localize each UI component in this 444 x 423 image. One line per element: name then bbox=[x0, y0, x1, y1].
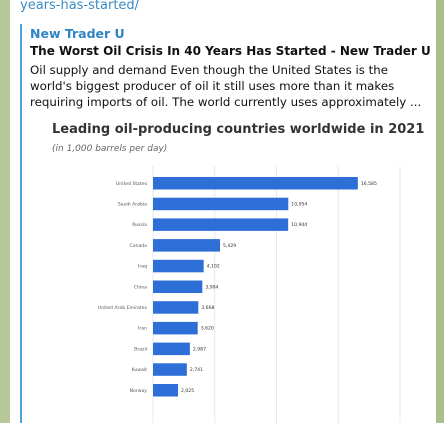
value-label: 3,994 bbox=[205, 284, 218, 290]
value-label: 2,741 bbox=[190, 367, 203, 373]
category-label: China bbox=[134, 284, 147, 290]
value-label: 3,668 bbox=[201, 305, 214, 311]
value-label: 10,954 bbox=[291, 201, 307, 207]
category-label: Iraq bbox=[138, 264, 147, 270]
category-label: Norway bbox=[130, 388, 148, 394]
bar bbox=[153, 342, 190, 356]
preview-site-name: New Trader U bbox=[30, 26, 125, 41]
bar bbox=[153, 384, 179, 397]
message-bubble: years-has-started/ New Trader U The Wors… bbox=[10, 0, 436, 423]
category-label: Kuwait bbox=[132, 367, 148, 373]
value-label: 16,585 bbox=[361, 181, 377, 187]
chat-background-right bbox=[436, 0, 444, 423]
value-label: 2,987 bbox=[193, 346, 206, 352]
value-label: 3,620 bbox=[201, 326, 214, 332]
category-label: Saudi Arabia bbox=[118, 201, 147, 207]
bar bbox=[153, 301, 199, 314]
bar bbox=[153, 363, 187, 376]
chat-background-left bbox=[0, 0, 10, 423]
value-label: 4,102 bbox=[207, 264, 220, 270]
bar bbox=[153, 280, 203, 293]
category-label: Brazil bbox=[134, 346, 147, 352]
category-label: United States bbox=[116, 181, 148, 187]
category-label: Canada bbox=[130, 243, 148, 249]
category-label: Russia bbox=[132, 222, 147, 228]
bar bbox=[153, 197, 289, 211]
message-link-text[interactable]: years-has-started/ bbox=[20, 0, 140, 13]
bar bbox=[153, 259, 204, 273]
bar bbox=[153, 239, 221, 252]
bar bbox=[153, 177, 358, 190]
category-label: United Arab Emirates bbox=[98, 305, 148, 311]
link-preview[interactable]: New Trader U The Worst Oil Crisis In 40 … bbox=[20, 24, 431, 423]
bar bbox=[153, 218, 289, 231]
category-label: Iran bbox=[138, 326, 147, 332]
chart-subtitle: (in 1,000 barrels per day) bbox=[52, 144, 168, 154]
bar-chart: United States 16,585 Saudi Arabia 10,954 Rus… bbox=[98, 166, 401, 423]
preview-title: The Worst Oil Crisis In 40 Years Has Sta… bbox=[30, 44, 431, 58]
preview-image-chart[interactable]: Leading oil-producing countries worldwid… bbox=[40, 116, 424, 423]
value-label: 2,025 bbox=[181, 388, 194, 394]
value-label: 10,944 bbox=[291, 222, 307, 228]
chart-title: Leading oil-producing countries worldwid… bbox=[52, 122, 425, 137]
value-label: 5,429 bbox=[223, 243, 236, 249]
bar bbox=[153, 321, 198, 335]
preview-description: Oil supply and demand Even though the Un… bbox=[30, 63, 422, 109]
